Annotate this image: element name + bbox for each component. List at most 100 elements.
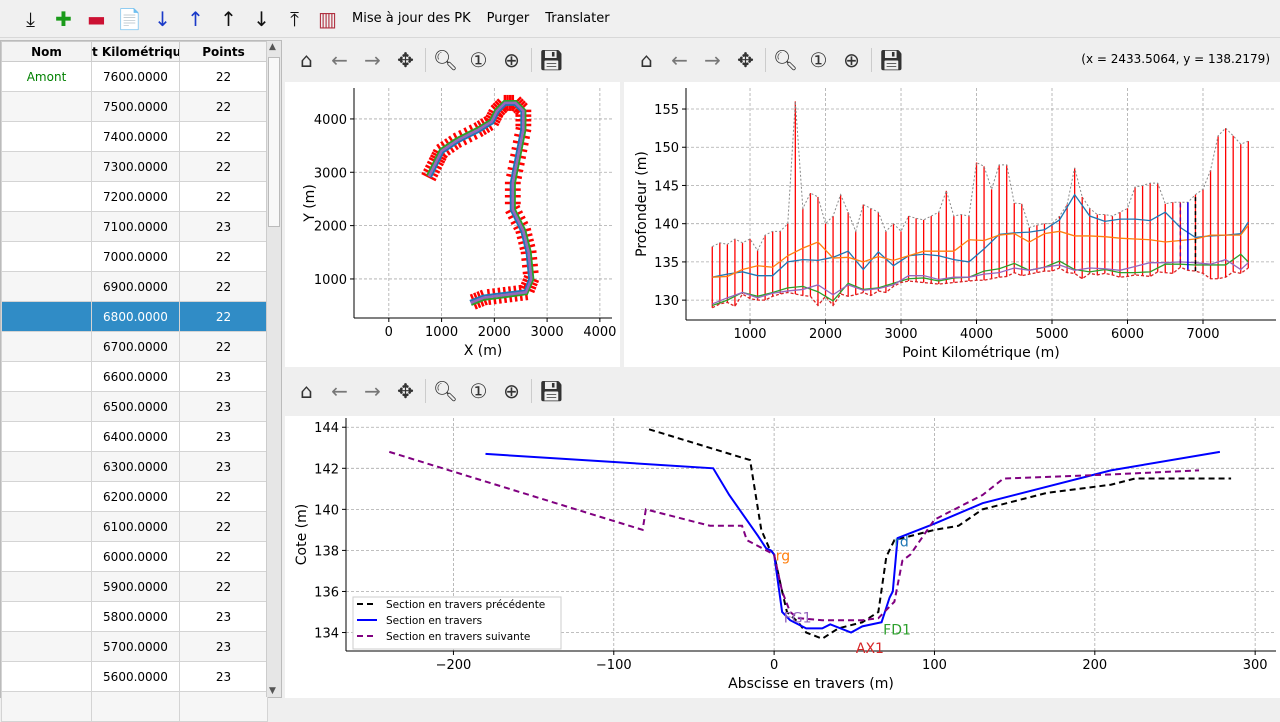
name-cell[interactable] (1, 151, 92, 182)
pan-button[interactable]: ✥ (389, 375, 422, 407)
name-cell[interactable] (1, 571, 92, 602)
zoom-1-button[interactable]: ① (802, 44, 835, 76)
table-row[interactable]: 5700.0000 23 (1, 631, 268, 662)
pk-cell[interactable]: 6600.0000 (91, 361, 180, 392)
back-button[interactable]: ← (323, 375, 356, 407)
name-cell[interactable] (1, 481, 92, 512)
zoom-fit-button[interactable]: ⊕ (495, 44, 528, 76)
forward-button[interactable]: → (356, 44, 389, 76)
table-row[interactable]: 5900.0000 22 (1, 571, 268, 602)
sort-ascending-button[interactable]: ↓ (146, 3, 179, 35)
home-button[interactable]: ⌂ (290, 375, 323, 407)
points-cell[interactable]: 22 (179, 151, 268, 182)
generate-sections-button[interactable]: ▥ (311, 3, 344, 35)
points-cell[interactable]: 22 (179, 91, 268, 122)
toolbar-button-1[interactable]: Purger (486, 11, 530, 26)
add-button[interactable]: ✚ (47, 3, 80, 35)
pan-button[interactable]: ✥ (729, 44, 762, 76)
table-row[interactable]: 6700.0000 22 (1, 331, 268, 362)
table-row[interactable]: 7500.0000 22 (1, 91, 268, 122)
forward-button[interactable]: → (356, 375, 389, 407)
name-cell[interactable] (1, 391, 92, 422)
zoom-button[interactable]: 🔍︎ (429, 375, 462, 407)
vertical-scrollbar[interactable]: ▲ ▼ (266, 41, 281, 697)
table-row[interactable]: 6400.0000 23 (1, 421, 268, 452)
points-cell[interactable] (179, 691, 268, 722)
column-header[interactable]: Nom (1, 41, 92, 62)
pan-button[interactable]: ✥ (389, 44, 422, 76)
table-row[interactable]: 6900.0000 22 (1, 271, 268, 302)
pk-cell[interactable]: 5800.0000 (91, 601, 180, 632)
pk-cell[interactable]: 5900.0000 (91, 571, 180, 602)
name-cell[interactable] (1, 691, 92, 722)
column-header[interactable]: Points (179, 41, 268, 62)
table-row[interactable]: 7000.0000 22 (1, 241, 268, 272)
longitudinal-profile-chart[interactable]: 1000 2000 3000 4000 5000 6000 7000 130 135 140 145… (624, 82, 1280, 367)
scroll-up-icon[interactable]: ▲ (269, 42, 276, 52)
zoom-button[interactable]: 🔍︎ (769, 44, 802, 76)
points-cell[interactable]: 23 (179, 391, 268, 422)
home-button[interactable]: ⌂ (630, 44, 663, 76)
points-cell[interactable]: 22 (179, 331, 268, 362)
name-cell[interactable] (1, 241, 92, 272)
points-cell[interactable]: 22 (179, 121, 268, 152)
points-cell[interactable]: 23 (179, 451, 268, 482)
table-row[interactable] (1, 691, 268, 722)
name-cell[interactable] (1, 661, 92, 692)
pk-cell[interactable]: 6100.0000 (91, 511, 180, 542)
pk-cell[interactable]: 7600.0000 (91, 61, 180, 92)
points-cell[interactable]: 22 (179, 241, 268, 272)
scroll-down-icon[interactable]: ▼ (269, 686, 276, 696)
zoom-fit-button[interactable]: ⊕ (495, 375, 528, 407)
name-cell[interactable] (1, 361, 92, 392)
name-cell[interactable] (1, 271, 92, 302)
name-cell[interactable] (1, 121, 92, 152)
name-cell[interactable] (1, 181, 92, 212)
sort-descending-button[interactable]: ↑ (179, 3, 212, 35)
zoom-button[interactable]: 🔍︎ (429, 44, 462, 76)
edit-button[interactable]: 📄 (113, 3, 146, 35)
pk-cell[interactable]: 6900.0000 (91, 271, 180, 302)
table-row[interactable]: 6800.0000 22 (1, 301, 268, 332)
import-button[interactable]: ⤓ (14, 3, 47, 35)
points-cell[interactable]: 23 (179, 421, 268, 452)
table-row[interactable]: 6500.0000 23 (1, 391, 268, 422)
pk-cell[interactable]: 7500.0000 (91, 91, 180, 122)
points-cell[interactable]: 23 (179, 661, 268, 692)
table-row[interactable]: 6000.0000 22 (1, 541, 268, 572)
plan-view-chart[interactable]: 0 1000 2000 3000 4000 1000 2000 3000 4000 X (m) Y … (285, 82, 620, 367)
export-button[interactable]: ⤒ (278, 3, 311, 35)
name-cell[interactable] (1, 451, 92, 482)
points-cell[interactable]: 22 (179, 541, 268, 572)
points-cell[interactable]: 22 (179, 481, 268, 512)
pk-cell[interactable]: 7000.0000 (91, 241, 180, 272)
name-cell[interactable] (1, 91, 92, 122)
move-down-button[interactable]: ↓ (245, 3, 278, 35)
home-button[interactable]: ⌂ (290, 44, 323, 76)
pk-cell[interactable]: 6400.0000 (91, 421, 180, 452)
table-row[interactable]: 6100.0000 22 (1, 511, 268, 542)
table-row[interactable]: 6300.0000 23 (1, 451, 268, 482)
pk-cell[interactable]: 7300.0000 (91, 151, 180, 182)
save-button[interactable]: 💾︎ (535, 44, 568, 76)
table-row[interactable]: Amont 7600.0000 22 (1, 61, 268, 92)
pk-cell[interactable]: 6800.0000 (91, 301, 180, 332)
table-row[interactable]: 7200.0000 22 (1, 181, 268, 212)
pk-cell[interactable]: 6500.0000 (91, 391, 180, 422)
points-cell[interactable]: 23 (179, 601, 268, 632)
points-cell[interactable]: 22 (179, 511, 268, 542)
points-cell[interactable]: 22 (179, 301, 268, 332)
back-button[interactable]: ← (323, 44, 356, 76)
forward-button[interactable]: → (696, 44, 729, 76)
table-row[interactable]: 7400.0000 22 (1, 121, 268, 152)
pk-cell[interactable] (91, 691, 180, 722)
save-button[interactable]: 💾︎ (875, 44, 908, 76)
pk-cell[interactable]: 6300.0000 (91, 451, 180, 482)
zoom-1-button[interactable]: ① (462, 44, 495, 76)
toolbar-button-2[interactable]: Translater (545, 11, 610, 26)
table-row[interactable]: 6200.0000 22 (1, 481, 268, 512)
name-cell[interactable]: Amont (1, 61, 92, 92)
pk-cell[interactable]: 6200.0000 (91, 481, 180, 512)
name-cell[interactable] (1, 301, 92, 332)
pk-cell[interactable]: 7100.0000 (91, 211, 180, 242)
